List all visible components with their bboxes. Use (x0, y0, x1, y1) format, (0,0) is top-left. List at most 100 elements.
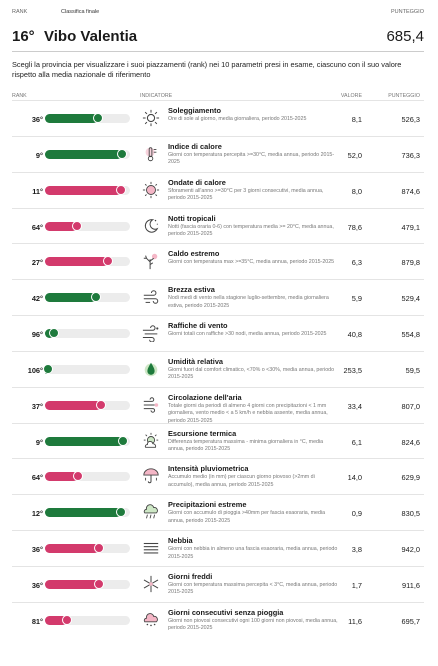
rank-bar (45, 113, 130, 123)
rank-bar-marker (91, 292, 101, 303)
indicator-value: 6,3 (351, 258, 362, 268)
indicator-description: Totale giorni da periodi di almeno 4 gio… (168, 402, 328, 424)
indicator-list: 36° Soleggiamento Ore di sole al giorno, m… (12, 100, 424, 638)
indicator-rank: 12° (31, 509, 43, 519)
indicator-description: Giorni totali con raffiche >30 nodi, med… (168, 331, 327, 338)
indicator-row: 42° Brezza estiva Nodi medi di vento nella… (12, 279, 424, 315)
indicator-rank: 96° (31, 330, 43, 340)
indicator-rank: 11° (32, 186, 43, 196)
snowflake-icon (142, 575, 160, 593)
indicator-title: Raffiche di vento (168, 321, 228, 331)
indicator-rank: 9° (35, 150, 43, 160)
indicator-score: 529,4 (401, 294, 421, 304)
indicator-row: 11° Ondate di calore Sforamenti all'anno >… (12, 171, 424, 208)
indicator-description: Giorni con temperatura percepita >=30°C,… (168, 151, 335, 166)
indicator-description: Nodi medi di vento nella stagione luglio… (168, 295, 329, 309)
rank-bar (45, 471, 130, 482)
indicator-score: 554,8 (401, 330, 421, 340)
indicator-rank: 37° (31, 401, 43, 411)
wind-icon (142, 324, 160, 342)
breeze-icon (142, 288, 160, 306)
rank-bar-marker (42, 363, 53, 374)
indicator-score: 629,9 (401, 473, 421, 483)
indicator-score: 526,3 (401, 115, 421, 124)
col-score: PUNTEGGIO (388, 93, 420, 99)
rank-bar-marker (62, 614, 73, 625)
indicator-description: Giorni con temperatura massima percepita… (168, 581, 338, 596)
rank-bar-marker (93, 543, 104, 554)
indicator-score: 942,0 (401, 545, 421, 555)
rank-bar (45, 256, 130, 267)
indicator-title: Brezza estiva (168, 285, 215, 295)
rank-bar-fill (45, 293, 96, 303)
indicator-rank: 106° (27, 365, 43, 375)
rank-bar (45, 220, 130, 231)
rank-bar-fill (45, 221, 78, 231)
indicator-title: Precipitazioni estreme (168, 500, 247, 510)
rank-bar-fill (45, 508, 121, 518)
rank-bar-marker (92, 113, 103, 123)
thermometer-icon (142, 145, 160, 163)
indicator-row: 9° Escursione termica Differenza temperatu… (12, 422, 424, 459)
rank-bar-marker (115, 184, 126, 195)
indicator-description: Giorni non piovosi consecutivi ogni 100 … (168, 617, 338, 632)
indicator-value: 3,8 (351, 545, 362, 555)
rank-bar-fill (45, 615, 68, 625)
umbrella-icon (142, 467, 160, 485)
indicator-value: 1,7 (351, 580, 362, 590)
indicator-description: Giorni fuori dal comfort climatico, <70%… (168, 366, 335, 381)
indicator-description: Giorni con temperatura max >=35°C, media… (168, 259, 335, 266)
indicator-score: 736,3 (401, 150, 421, 160)
indicator-title: Giorni consecutivi senza pioggia (168, 607, 284, 617)
indicator-rank: 36° (31, 580, 43, 590)
indicator-value: 78,6 (347, 222, 362, 232)
column-headers: RANK INDICATORE VALORE PUNTEGGIO (12, 93, 424, 101)
rank-bar-marker (93, 578, 104, 589)
indicator-description: Giorni con nebbia in almeno una fascia e… (168, 546, 338, 560)
indicator-title: Intensità pluviometrica (168, 464, 249, 474)
rank-bar (45, 435, 130, 446)
indicator-description: Differenza temperatura massima - minima … (168, 438, 324, 453)
rank-bar-fill (45, 257, 108, 267)
rank-bar (45, 184, 130, 195)
indicator-rank: 42° (31, 294, 43, 304)
indicator-value: 52,0 (347, 150, 362, 160)
indicator-row: 9° Indice di calore Giorni con temperatura… (12, 135, 424, 172)
divider (12, 51, 424, 52)
indicator-title: Notti tropicali (168, 213, 216, 223)
rank-bar-marker (96, 399, 107, 410)
indicator-title: Indice di calore (168, 141, 222, 151)
rank-bar (45, 578, 130, 589)
rank-bar-marker (73, 471, 84, 482)
rank-bar (45, 507, 130, 518)
rank-bar-fill (45, 400, 102, 410)
province-score: 685,4 (386, 28, 424, 45)
indicator-row: 36° Soleggiamento Ore di sole al giorno, m… (12, 100, 424, 136)
hot-sun-icon (142, 181, 160, 199)
indicator-description: Accumulo medio (in mm) per ciascun giorn… (168, 474, 315, 488)
indicator-row: 96° Raffiche di vento Giorni totali con ra… (12, 315, 424, 351)
indicator-row: 37° Circolazione dell'aria Totale giorni d… (12, 386, 424, 424)
province-header[interactable]: 16° Vibo Valentia 685,4 (12, 28, 424, 50)
indicator-description: Notti (fascia oraria 0-6) con temperatur… (168, 223, 334, 238)
indicator-rank: 64° (31, 222, 43, 232)
province-name[interactable]: Vibo Valentia (44, 28, 138, 45)
indicator-value: 0,9 (351, 509, 362, 519)
indicator-value: 8,1 (351, 115, 362, 124)
chart-name: Classifica finale (61, 9, 100, 15)
col-value: VALORE (340, 93, 362, 99)
sun-cloud-icon (142, 432, 160, 450)
air-icon (142, 396, 160, 414)
indicator-score: 479,1 (401, 222, 421, 232)
indicator-rank: 64° (31, 473, 43, 483)
indicator-title: Umidità relativa (168, 356, 224, 366)
rank-bar (45, 328, 130, 339)
indicator-rank: 36° (31, 545, 43, 555)
indicator-title: Soleggiamento (168, 106, 221, 115)
indicator-value: 14,0 (347, 473, 362, 483)
indicator-title: Nebbia (168, 536, 193, 546)
top-labels: RANK Classifica finale PUNTEGGIO (12, 9, 424, 19)
rank-bar-marker (72, 220, 83, 231)
indicator-row: 36° Giorni freddi Giorni con temperatura m… (12, 565, 424, 602)
